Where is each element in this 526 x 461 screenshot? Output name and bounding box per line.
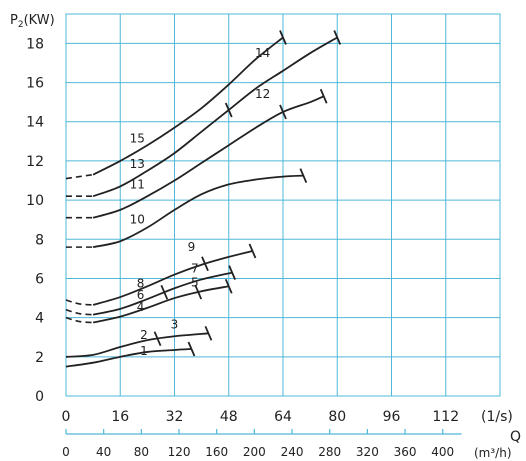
axes: P2(KW) (1/s) Q (m³/h): [10, 13, 521, 460]
curves: [65, 30, 342, 368]
y-tick-label: 0: [35, 389, 44, 405]
curve-8-dashed: [65, 299, 94, 306]
curve-6-end-mark: [160, 284, 169, 300]
curve-label-4: 4: [137, 300, 145, 314]
curve-label-2: 2: [140, 328, 148, 342]
curve-11: [92, 95, 325, 219]
y-tick-label: 2: [35, 350, 44, 366]
curve-8-end-mark: [248, 243, 257, 259]
x2-tick-label: 240: [281, 445, 304, 459]
x-tick-label: 64: [274, 409, 292, 425]
y-axis-title: P2(KW): [10, 13, 55, 30]
curve-15-dashed: [65, 173, 94, 180]
y-tick-label: 4: [35, 311, 44, 327]
curve-13: [92, 36, 338, 198]
curve-2-end-mark: [153, 331, 162, 347]
y-tick-label: 6: [35, 271, 44, 287]
x-tick-label: 32: [166, 409, 184, 425]
x2-tick-label: 160: [205, 445, 228, 459]
curve-label-15: 15: [130, 131, 145, 145]
x-tick-label: 0: [62, 409, 71, 425]
curve-15: [92, 36, 284, 176]
y-tick-label: 8: [35, 232, 44, 248]
curve-label-1: 1: [140, 344, 148, 358]
curve-10-end-mark: [299, 168, 308, 183]
x2-tick-label: 360: [394, 445, 417, 459]
grid: [65, 13, 501, 397]
curve-6: [92, 271, 233, 316]
curve-4-end-mark: [194, 284, 203, 300]
y-tick-label: 10: [26, 193, 44, 209]
x2-tick-label: 120: [168, 445, 191, 459]
x2-tick-label: 400: [431, 445, 454, 459]
x-tick-label: 16: [111, 409, 129, 425]
x-axis-title: Q: [510, 429, 521, 445]
y-axis-subscript: 2: [18, 20, 24, 30]
curve-label-13: 13: [130, 157, 145, 171]
curve-label-7: 7: [191, 262, 199, 276]
curve-11-end-mark: [279, 104, 287, 120]
x-tick-label: 80: [328, 409, 346, 425]
x2-tick-label: 80: [134, 445, 149, 459]
x2-tick-label: 200: [243, 445, 266, 459]
x2-axis-unit: (m³/h): [474, 446, 512, 460]
plot-frame: [65, 13, 501, 397]
curve-4: [92, 285, 229, 324]
curve-label-8: 8: [137, 276, 145, 290]
x-tick-label: 48: [220, 409, 238, 425]
curve-label-5: 5: [191, 275, 199, 289]
curve-15-end-mark: [279, 30, 287, 45]
y-tick-label: 16: [26, 76, 44, 92]
curve-4-dashed: [65, 316, 94, 324]
curve-2-end-mark: [204, 325, 213, 341]
curve-13-end-mark: [333, 30, 342, 45]
curve-6-end-mark: [228, 265, 236, 280]
curve-label-11: 11: [130, 177, 145, 191]
curve-1: [65, 348, 192, 368]
curve-label-14: 14: [255, 46, 270, 60]
curve-10: [92, 174, 304, 248]
curve-label-10: 10: [130, 213, 145, 227]
y-tick-label: 14: [26, 115, 44, 131]
curve-2: [65, 332, 209, 358]
x2-tick-label: 40: [96, 445, 111, 459]
curve-1-end-mark: [187, 341, 196, 357]
x-tick-label: 112: [432, 409, 459, 425]
y-tick-label: 12: [26, 154, 44, 170]
curve-label-9: 9: [188, 240, 196, 254]
x2-tick-label: 320: [356, 445, 379, 459]
y-axis-unit: (KW): [24, 13, 55, 28]
y-tick-label: 18: [26, 36, 44, 52]
curve-6-dashed: [65, 309, 94, 316]
curve-label-6: 6: [137, 288, 145, 302]
curve-label-3: 3: [171, 317, 179, 331]
y-axis-symbol: P: [10, 13, 18, 28]
x-tick-label: 96: [383, 409, 401, 425]
curve-label-12: 12: [255, 87, 270, 101]
x2-tick-label: 280: [318, 445, 341, 459]
x2-tick-label: 0: [62, 445, 70, 459]
curve-8: [92, 250, 253, 306]
x-axis-unit: (1/s): [481, 409, 513, 425]
curve-8-end-mark: [201, 256, 209, 272]
curve-11-end-mark: [319, 88, 328, 104]
curve-13-end-mark: [224, 102, 233, 118]
curve-4-end-mark: [224, 278, 233, 294]
